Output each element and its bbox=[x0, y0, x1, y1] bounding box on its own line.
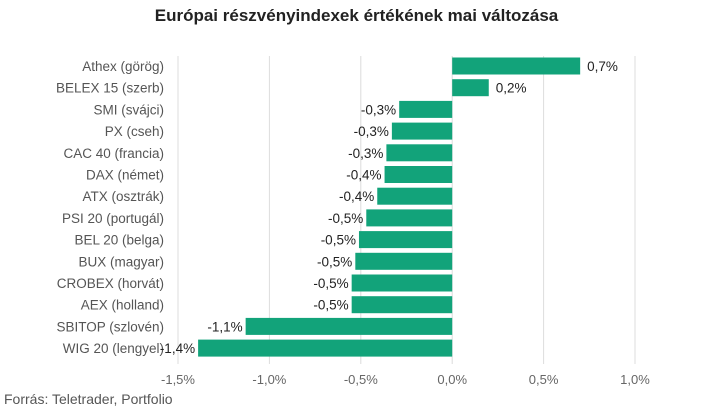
bar bbox=[366, 209, 453, 227]
bar bbox=[452, 79, 489, 97]
bar bbox=[384, 166, 453, 183]
x-tick-label: 1,0% bbox=[620, 372, 650, 387]
data-label: -0,3% bbox=[354, 124, 389, 139]
bar bbox=[245, 317, 453, 335]
category-label: SMI (svájci) bbox=[94, 102, 165, 117]
bar bbox=[355, 252, 453, 270]
source-note: Forrás: Teletrader, Portfolio bbox=[4, 391, 173, 407]
category-label: AEX (holland) bbox=[81, 298, 164, 313]
category-label: WIG 20 (lengyel) bbox=[63, 341, 164, 356]
chart-title: Európai részvényindexek értékének mai vá… bbox=[154, 6, 559, 25]
data-label: -0,5% bbox=[328, 211, 363, 226]
bar bbox=[358, 231, 453, 249]
data-label: -0,4% bbox=[346, 168, 381, 183]
bar bbox=[377, 187, 453, 205]
bar bbox=[198, 339, 453, 357]
bar bbox=[351, 296, 453, 314]
x-tick-label: 0,0% bbox=[437, 372, 467, 387]
data-label: -0,5% bbox=[313, 298, 348, 313]
category-label: SBITOP (szlovén) bbox=[56, 319, 164, 334]
data-label: -0,5% bbox=[317, 254, 352, 269]
data-label: 0,2% bbox=[496, 81, 527, 96]
category-label: DAX (német) bbox=[86, 168, 164, 183]
bar bbox=[386, 144, 453, 162]
data-label: -0,4% bbox=[339, 189, 374, 204]
category-label: BEL 20 (belga) bbox=[74, 233, 164, 248]
bar bbox=[351, 274, 453, 292]
category-label: ATX (osztrák) bbox=[82, 189, 164, 204]
category-label: BELEX 15 (szerb) bbox=[56, 81, 164, 96]
bar bbox=[452, 57, 581, 75]
category-label: Athex (görög) bbox=[82, 59, 164, 74]
x-tick-label: -0,5% bbox=[344, 372, 378, 387]
data-label: -0,5% bbox=[313, 276, 348, 291]
category-label: PX (cseh) bbox=[105, 124, 164, 139]
data-label: 0,7% bbox=[587, 59, 618, 74]
data-label: -0,3% bbox=[361, 102, 396, 117]
category-label: CAC 40 (francia) bbox=[63, 146, 164, 161]
data-label: -1,4% bbox=[160, 341, 195, 356]
x-tick-label: -1,0% bbox=[252, 372, 286, 387]
bar bbox=[391, 122, 453, 140]
data-label: -1,1% bbox=[207, 319, 242, 334]
data-label: -0,3% bbox=[348, 146, 383, 161]
data-label: -0,5% bbox=[321, 233, 356, 248]
x-tick-label: 0,5% bbox=[529, 372, 559, 387]
bar bbox=[399, 100, 453, 118]
category-label: PSI 20 (portugál) bbox=[62, 211, 164, 226]
category-label: BUX (magyar) bbox=[78, 254, 164, 269]
x-tick-label: -1,5% bbox=[161, 372, 195, 387]
category-label: CROBEX (horvát) bbox=[57, 276, 164, 291]
